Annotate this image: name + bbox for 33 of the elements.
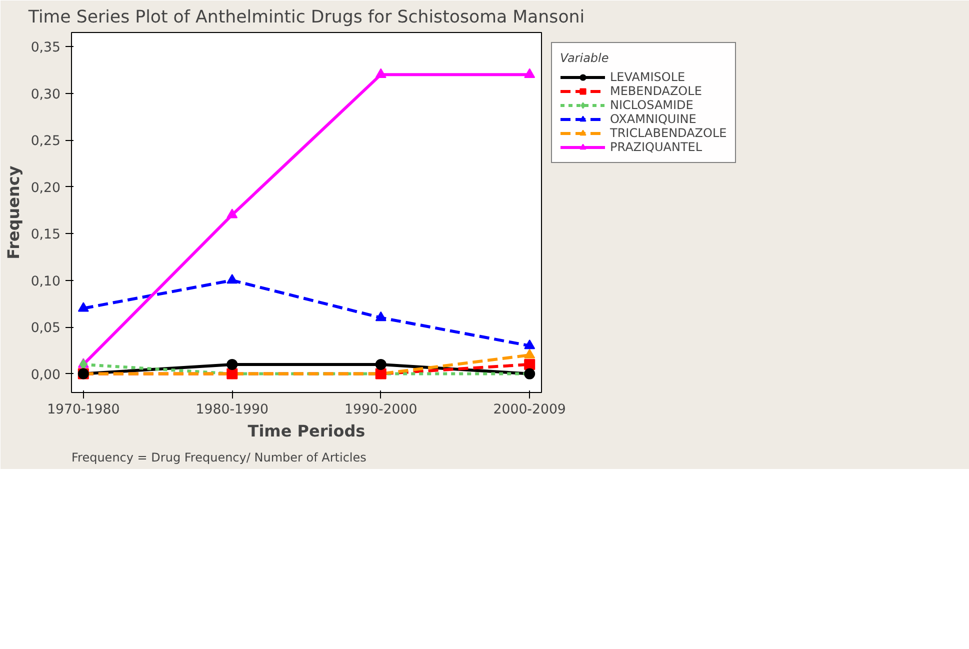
y-tick-label: 0,15	[30, 228, 61, 243]
y-tick-label: 0,35	[30, 40, 61, 56]
y-tick-label: 0,00	[30, 368, 61, 383]
point	[524, 339, 536, 350]
y-tick-label: 0,30	[30, 87, 61, 102]
chart-title: Time Series Plot of Anthelmintic Drugs for Schistosoma Mansoni	[27, 8, 585, 28]
legend-label: MEBENDAZOLE	[610, 84, 702, 98]
y-tick-label: 0,05	[30, 321, 61, 336]
point	[226, 274, 238, 284]
legend-label: PRAZIQUANTEL	[610, 140, 702, 154]
legend-title: Variable	[560, 51, 610, 65]
x-tick-label: 2000-2009	[493, 402, 566, 418]
x-axis-title: Time Periods	[248, 422, 366, 440]
legend-label: NICLOSAMIDE	[610, 98, 694, 112]
point	[524, 68, 536, 78]
y-tick-label: 0,25	[30, 134, 61, 150]
point	[375, 68, 386, 78]
point	[375, 358, 386, 370]
y-tick-label: 0,10	[30, 274, 61, 290]
point	[226, 208, 238, 218]
point	[524, 358, 536, 370]
point	[375, 311, 386, 322]
y-axis-title: Frequency	[4, 165, 23, 260]
x-tick-label: 1990-2000	[344, 402, 418, 418]
point	[78, 302, 89, 312]
x-tick-label: 1970-1980	[47, 402, 120, 418]
point	[226, 358, 238, 370]
legend-label: TRICLABENDAZOLE	[610, 126, 727, 140]
y-tick-label: 0,20	[30, 180, 61, 196]
x-tick-label: 1980-1990	[196, 402, 268, 418]
legend-label: LEVAMISOLE	[610, 70, 686, 84]
legend-label: OXAMNIQUINE	[610, 112, 696, 126]
text: Frequency = Drug Frequency/ Number of Articles	[72, 450, 366, 464]
